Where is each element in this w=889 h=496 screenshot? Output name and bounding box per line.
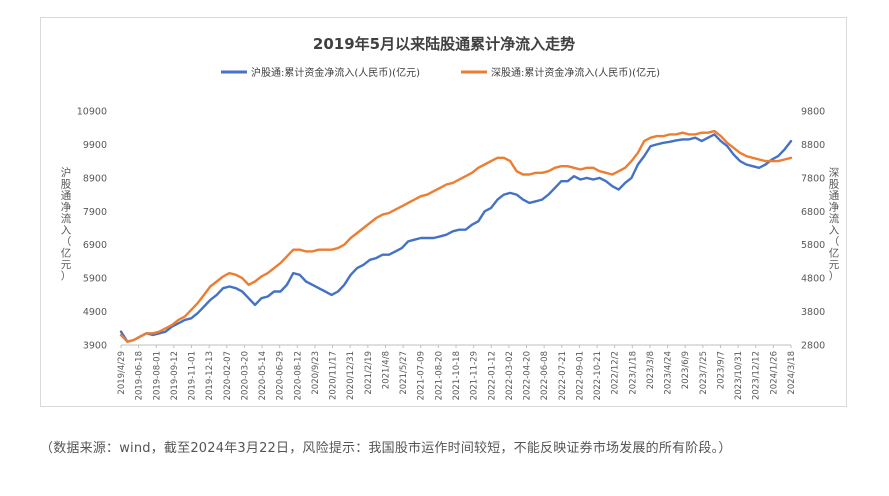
right-tick-label: 7800 [801, 173, 825, 184]
x-tick-label: 2021-07-09 [417, 351, 427, 400]
x-tick-label: 2020-08-12 [293, 351, 303, 400]
right-tick-label: 2800 [801, 341, 825, 352]
x-tick-label: 2019-06-18 [135, 351, 145, 400]
series-lines [119, 129, 793, 343]
x-tick-label: 2019-09-12 [170, 351, 180, 400]
x-tick-label: 2022-06-08 [540, 351, 550, 400]
left-tick-label: 6900 [83, 240, 107, 251]
axis-label-char: 沪 [61, 166, 72, 179]
left-tick-label: 5900 [83, 274, 107, 285]
right-tick-label: 9800 [801, 107, 825, 118]
axis-label-char: 股 [61, 179, 72, 191]
axis-label-char: 深 [829, 167, 840, 179]
right-tick-label: 5800 [801, 240, 825, 251]
series-line-shenzhen [119, 129, 793, 343]
x-tick-label: 2022-10-21 [593, 351, 603, 400]
x-axis-ticks: 2019/4/29 2019-06-18 2019-08-01 2019-09-12 2… [117, 345, 797, 400]
legend: 沪股通:累计资金净流入(人民币)(亿元) 深股通:累计资金净流入(人民币)(亿元… [221, 66, 660, 79]
series-line-shanghai [119, 133, 793, 343]
x-tick-label: 2020/11/17 [329, 351, 339, 400]
axis-label-char: 流 [61, 212, 72, 225]
right-tick-label: 8800 [801, 140, 825, 151]
left-axis-ticks: 3900 4900 5900 6900 7900 8900 9900 10900 [77, 107, 107, 352]
left-tick-label: 8900 [83, 173, 107, 184]
x-tick-label: 2020/12/31 [346, 351, 356, 400]
axis-label-char: 入 [829, 225, 840, 237]
x-tick-label: 2023/3/8 [646, 351, 656, 389]
right-tick-label: 4800 [801, 274, 825, 285]
line-chart: 2019年5月以来陆股通累计净流入走势 沪股通:累计资金净流入(人民币)(亿元)… [61, 35, 840, 400]
right-tick-label: 3800 [801, 307, 825, 318]
axis-label-char: 净 [829, 201, 840, 214]
x-tick-label: 2022/12/2 [611, 351, 621, 395]
left-tick-label: 10900 [77, 107, 107, 118]
x-tick-label: 2020-05-14 [258, 351, 268, 400]
chart-frame: 2019年5月以来陆股通累计净流入走势 沪股通:累计资金净流入(人民币)(亿元)… [40, 17, 847, 407]
left-tick-label: 3900 [83, 341, 107, 352]
x-tick-label: 2022-01-12 [487, 351, 497, 400]
x-tick-label: 2022-07-21 [558, 351, 568, 400]
x-tick-label: 2021/5/27 [399, 351, 409, 395]
x-tick-label: 2023/9/7 [716, 351, 726, 389]
axis-label-char: 通 [61, 190, 72, 202]
x-tick-label: 2021/4/8 [381, 351, 391, 389]
x-tick-label: 2020-06-29 [276, 351, 286, 400]
legend-label-sz: 深股通:累计资金净流入(人民币)(亿元) [491, 66, 660, 79]
x-tick-label: 2021-11-29 [470, 351, 480, 400]
x-tick-label: 2021-08-20 [434, 351, 444, 400]
axis-label-char: 入 [61, 225, 72, 237]
axis-label-char: 股 [829, 179, 840, 191]
left-tick-label: 7900 [83, 207, 107, 218]
x-tick-label: 2023/10/31 [734, 351, 744, 400]
axis-label-char: 亿 [61, 247, 72, 260]
x-tick-label: 2023/1/18 [628, 351, 638, 395]
x-tick-label: 2019-12-13 [205, 351, 215, 400]
x-tick-label: 2019-08-01 [152, 351, 162, 400]
chart-title: 2019年5月以来陆股通累计净流入走势 [313, 35, 575, 53]
left-tick-label: 4900 [83, 307, 107, 318]
axis-label-char: 元 [829, 259, 840, 271]
x-tick-label: 2024/1/26 [769, 351, 779, 395]
axis-label-char: 亿 [829, 247, 840, 260]
x-tick-label: 2023/6/9 [681, 351, 691, 389]
x-tick-label: 2019-11-01 [188, 351, 198, 400]
axis-label-char: （ [61, 236, 72, 248]
x-tick-label: 2022-04-20 [523, 351, 533, 400]
axis-label-char: （ [829, 236, 840, 248]
axis-label-char: 流 [829, 212, 840, 225]
x-tick-label: 2023/7/25 [699, 351, 709, 395]
source-caption: （数据来源：wind，截至2024年3月22日，风险提示：我国股市运作时间较短，… [40, 441, 732, 456]
legend-label-sh: 沪股通:累计资金净流入(人民币)(亿元) [251, 66, 420, 79]
x-tick-label: 2021/2/19 [364, 351, 374, 395]
x-tick-label: 2024/3/18 [787, 351, 797, 395]
axis-label-char: 净 [61, 201, 72, 214]
x-tick-label: 2020-02-07 [223, 351, 233, 400]
x-tick-label: 2021-10-18 [452, 351, 462, 400]
right-axis-ticks: 2800 3800 4800 5800 6800 7800 8800 9800 [801, 107, 825, 352]
x-tick-label: 2022-03-02 [505, 351, 515, 400]
axis-label-char: 元 [61, 259, 72, 271]
x-tick-label: 2019/4/29 [117, 351, 127, 395]
axis-label-char: 通 [829, 190, 840, 202]
x-tick-label: 2020-03-20 [240, 351, 250, 400]
x-tick-label: 2022-09-01 [575, 351, 585, 400]
x-tick-label: 2020/9/23 [311, 351, 321, 395]
axis-label-char: ） [61, 271, 72, 283]
right-tick-label: 6800 [801, 207, 825, 218]
left-tick-label: 9900 [83, 140, 107, 151]
x-tick-label: 2023/12/12 [752, 351, 762, 400]
x-tick-label: 2023/4/24 [664, 351, 674, 395]
axis-label-char: ） [829, 271, 840, 283]
